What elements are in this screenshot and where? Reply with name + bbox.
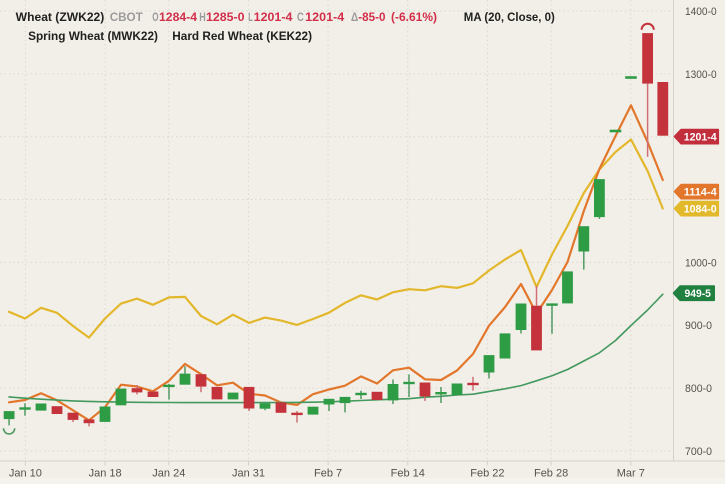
svg-text:1000-0: 1000-0 <box>685 257 717 269</box>
svg-text:Jan 31: Jan 31 <box>232 467 265 479</box>
svg-text:Jan 18: Jan 18 <box>89 467 122 479</box>
svg-text:Feb 7: Feb 7 <box>314 467 342 479</box>
svg-text:1114-4: 1114-4 <box>684 187 718 199</box>
svg-text:Wheat (ZWK22): Wheat (ZWK22) <box>16 10 105 24</box>
svg-text:Feb 22: Feb 22 <box>470 467 504 479</box>
svg-text:1201-4: 1201-4 <box>305 10 344 24</box>
svg-text:Hard Red Wheat (KEK22): Hard Red Wheat (KEK22) <box>172 29 312 43</box>
svg-text:Feb 28: Feb 28 <box>534 467 568 479</box>
svg-text:CBOT: CBOT <box>110 10 144 24</box>
svg-text:800-0: 800-0 <box>685 383 712 395</box>
svg-text:1285-0: 1285-0 <box>206 10 245 24</box>
svg-text:Feb 14: Feb 14 <box>391 467 425 479</box>
svg-text:1300-0: 1300-0 <box>685 69 717 81</box>
svg-text:L: L <box>248 10 253 24</box>
svg-text:H: H <box>199 10 206 24</box>
svg-text:949-5: 949-5 <box>684 288 711 300</box>
svg-text:1201-4: 1201-4 <box>254 10 293 24</box>
svg-text:MA (20, Close, 0): MA (20, Close, 0) <box>464 10 555 24</box>
svg-text:Jan 24: Jan 24 <box>152 467 185 479</box>
svg-text:1400-0: 1400-0 <box>685 6 717 18</box>
svg-text:-85-0: -85-0 <box>358 10 386 24</box>
svg-text:1201-4: 1201-4 <box>684 132 718 144</box>
svg-text:O: O <box>152 10 158 24</box>
svg-text:Spring Wheat (MWK22): Spring Wheat (MWK22) <box>28 29 158 43</box>
svg-text:1284-4: 1284-4 <box>159 10 197 24</box>
svg-text:Mar 7: Mar 7 <box>617 467 645 479</box>
svg-text:900-0: 900-0 <box>685 320 712 332</box>
svg-text:1084-0: 1084-0 <box>684 204 717 216</box>
svg-text:C: C <box>297 10 304 24</box>
svg-text:Jan 10: Jan 10 <box>9 467 42 479</box>
svg-text:Δ: Δ <box>351 10 359 24</box>
svg-text:(-6.61%): (-6.61%) <box>391 10 437 24</box>
svg-text:700-0: 700-0 <box>685 446 712 458</box>
